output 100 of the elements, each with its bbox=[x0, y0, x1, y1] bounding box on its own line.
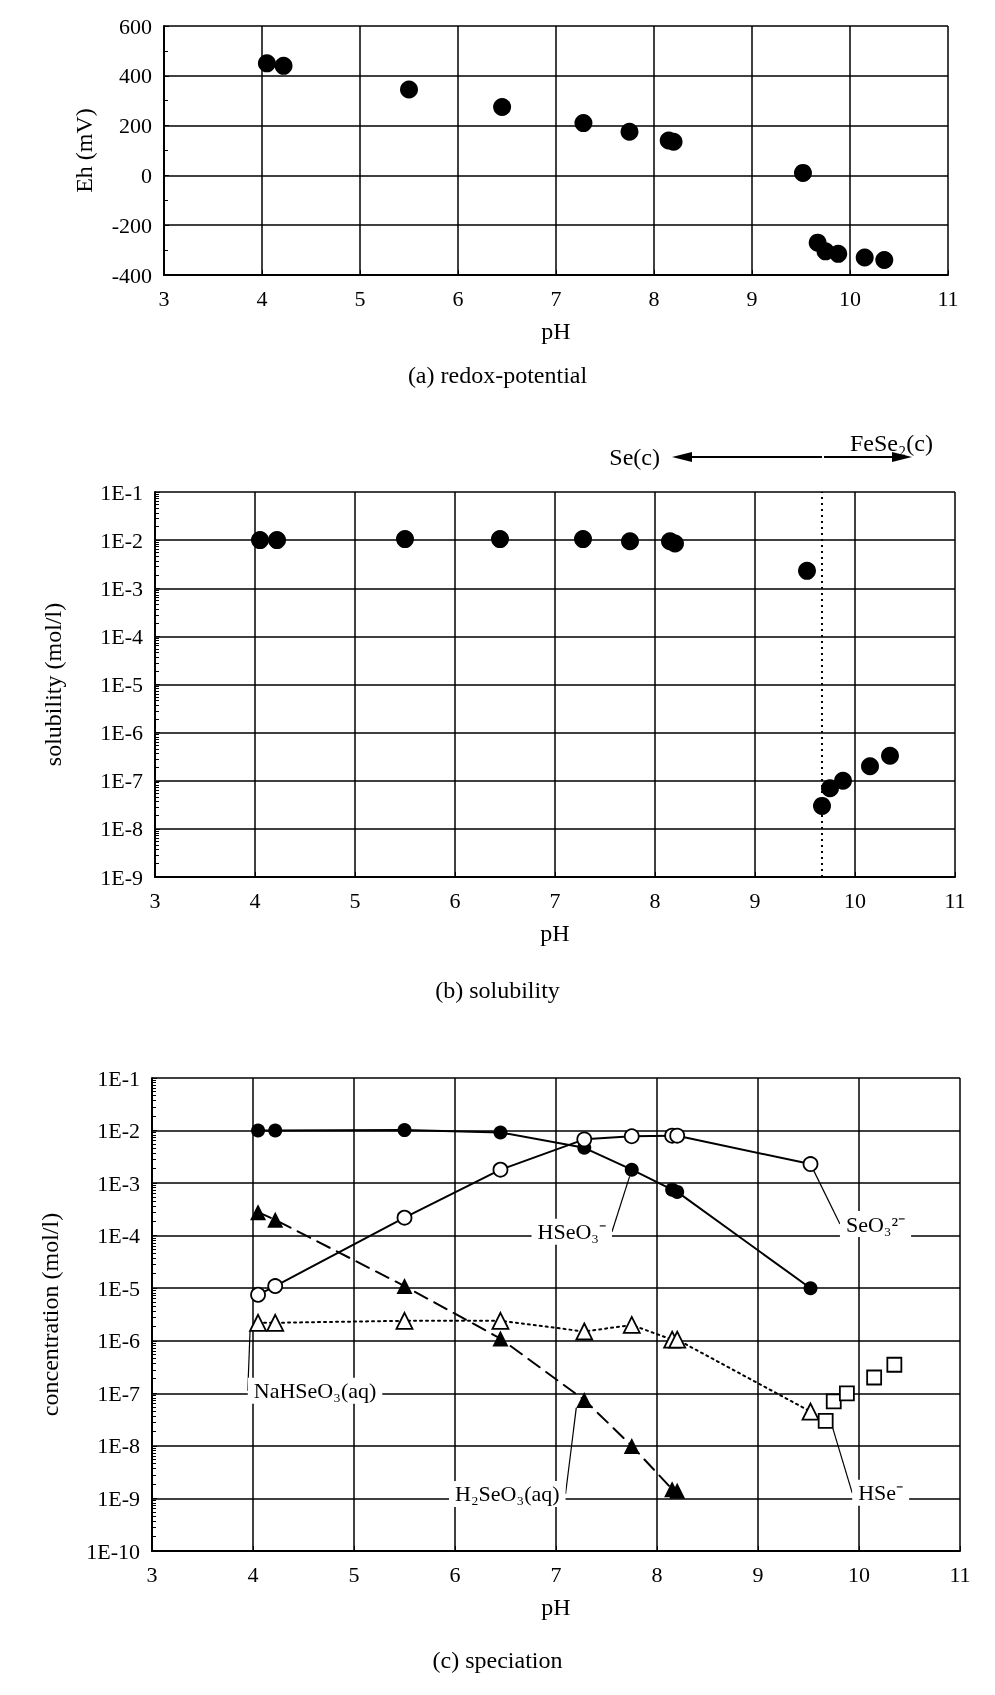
x-tick-label: 5 bbox=[348, 1561, 360, 1587]
x-tick-label: 6 bbox=[449, 1561, 461, 1587]
x-tick-label: 3 bbox=[149, 887, 161, 913]
point bbox=[250, 1204, 267, 1221]
point bbox=[493, 1125, 508, 1140]
x-tick-label: 4 bbox=[249, 887, 261, 913]
point bbox=[575, 1322, 594, 1341]
point bbox=[875, 251, 894, 270]
point bbox=[274, 56, 293, 75]
y-tick-label: 1E-9 bbox=[100, 864, 143, 890]
x-tick-label: 6 bbox=[452, 285, 464, 311]
point bbox=[576, 1391, 593, 1408]
y-tick-label: 1E-5 bbox=[97, 1275, 140, 1301]
y-tick-label: 1E-3 bbox=[97, 1170, 140, 1196]
y-axis-title: Eh (mV) bbox=[71, 108, 97, 193]
y-tick-label: 1E-2 bbox=[97, 1118, 140, 1144]
y-tick-label: 0 bbox=[141, 162, 152, 188]
point bbox=[793, 163, 812, 182]
text: FeSe₂(c) bbox=[850, 430, 934, 456]
x-tick-label: 3 bbox=[158, 285, 170, 311]
y-tick-label: -200 bbox=[111, 212, 152, 238]
y-tick-label: 1E-2 bbox=[100, 527, 143, 553]
x-tick-label: 7 bbox=[549, 887, 561, 913]
y-tick-label: 1E-1 bbox=[100, 479, 143, 505]
x-tick-label: 8 bbox=[649, 887, 661, 913]
point bbox=[250, 1286, 266, 1303]
x-tick-label: 9 bbox=[752, 1561, 764, 1587]
point bbox=[624, 1162, 639, 1177]
x-tick-label: 7 bbox=[550, 1561, 562, 1587]
point bbox=[622, 1316, 641, 1334]
x-tick-label: 10 bbox=[848, 1561, 870, 1587]
point bbox=[491, 1311, 510, 1330]
text: HSeO₃⁻ bbox=[537, 1219, 606, 1245]
point bbox=[268, 531, 286, 550]
point bbox=[829, 244, 848, 263]
point bbox=[798, 561, 816, 580]
y-tick-label: 1E-7 bbox=[97, 1380, 140, 1406]
point bbox=[257, 54, 276, 73]
y-tick-label: 1E-10 bbox=[86, 1538, 140, 1564]
text: SeO₃²⁻ bbox=[845, 1211, 906, 1237]
point bbox=[266, 1313, 285, 1332]
x-tick-label: 6 bbox=[449, 887, 461, 913]
y-tick-label: 1E-6 bbox=[100, 720, 143, 746]
y-tick-label: 1E-1 bbox=[97, 1065, 140, 1091]
point bbox=[267, 1278, 284, 1294]
point bbox=[492, 1330, 509, 1347]
text: NaHSeO₃(aq) bbox=[253, 1378, 377, 1404]
point bbox=[574, 114, 593, 133]
x-tick-label: 4 bbox=[256, 285, 268, 311]
x-tick-label: 10 bbox=[844, 887, 866, 913]
point bbox=[576, 1131, 593, 1148]
point bbox=[491, 530, 509, 549]
point bbox=[886, 1356, 903, 1373]
text: Se(c) bbox=[609, 444, 660, 470]
point bbox=[668, 1330, 687, 1349]
point bbox=[817, 1412, 834, 1429]
x-tick-label: 11 bbox=[937, 285, 959, 311]
point bbox=[881, 746, 899, 765]
y-tick-label: 1E-5 bbox=[100, 672, 143, 697]
x-tick-label: 11 bbox=[944, 887, 966, 913]
text: (c) speciation bbox=[432, 1647, 563, 1673]
point bbox=[803, 1281, 818, 1296]
point bbox=[396, 530, 414, 549]
y-axis-title: concentration (mol/l) bbox=[37, 1212, 63, 1417]
text: HSe⁻ bbox=[858, 1480, 904, 1506]
point bbox=[621, 532, 639, 551]
x-tick-label: 9 bbox=[746, 285, 758, 311]
point bbox=[861, 757, 879, 776]
x-tick-label: 7 bbox=[550, 285, 562, 311]
x-tick-label: 3 bbox=[146, 1561, 158, 1587]
y-tick-label: 1E-8 bbox=[97, 1433, 140, 1459]
x-tick-label: 4 bbox=[247, 1561, 259, 1587]
point bbox=[838, 1385, 855, 1402]
point bbox=[670, 1184, 685, 1199]
point bbox=[251, 531, 269, 550]
y-tick-label: -400 bbox=[111, 262, 152, 288]
point bbox=[395, 1311, 414, 1330]
y-tick-label: 400 bbox=[119, 63, 152, 89]
x-axis-title: pH bbox=[540, 920, 570, 946]
point bbox=[267, 1211, 284, 1228]
y-tick-label: 1E-6 bbox=[97, 1328, 140, 1354]
y-tick-label: 600 bbox=[119, 13, 152, 39]
point bbox=[251, 1123, 266, 1138]
x-tick-label: 10 bbox=[839, 285, 861, 311]
x-axis-title: pH bbox=[541, 1594, 571, 1620]
y-axis-title: solubility (mol/l) bbox=[40, 602, 66, 767]
text: (a) redox-potential bbox=[407, 362, 588, 388]
y-tick-label: 1E-8 bbox=[100, 816, 143, 842]
y-tick-label: 1E-4 bbox=[97, 1223, 140, 1249]
point bbox=[493, 97, 512, 116]
point bbox=[620, 122, 639, 141]
point bbox=[623, 1437, 640, 1454]
y-tick-label: 1E-4 bbox=[100, 623, 143, 649]
y-tick-label: 200 bbox=[119, 113, 152, 139]
x-tick-label: 9 bbox=[749, 887, 761, 913]
point bbox=[492, 1161, 509, 1178]
point bbox=[855, 248, 874, 267]
point bbox=[802, 1156, 819, 1172]
point bbox=[574, 530, 592, 549]
x-tick-label: 5 bbox=[354, 285, 366, 311]
